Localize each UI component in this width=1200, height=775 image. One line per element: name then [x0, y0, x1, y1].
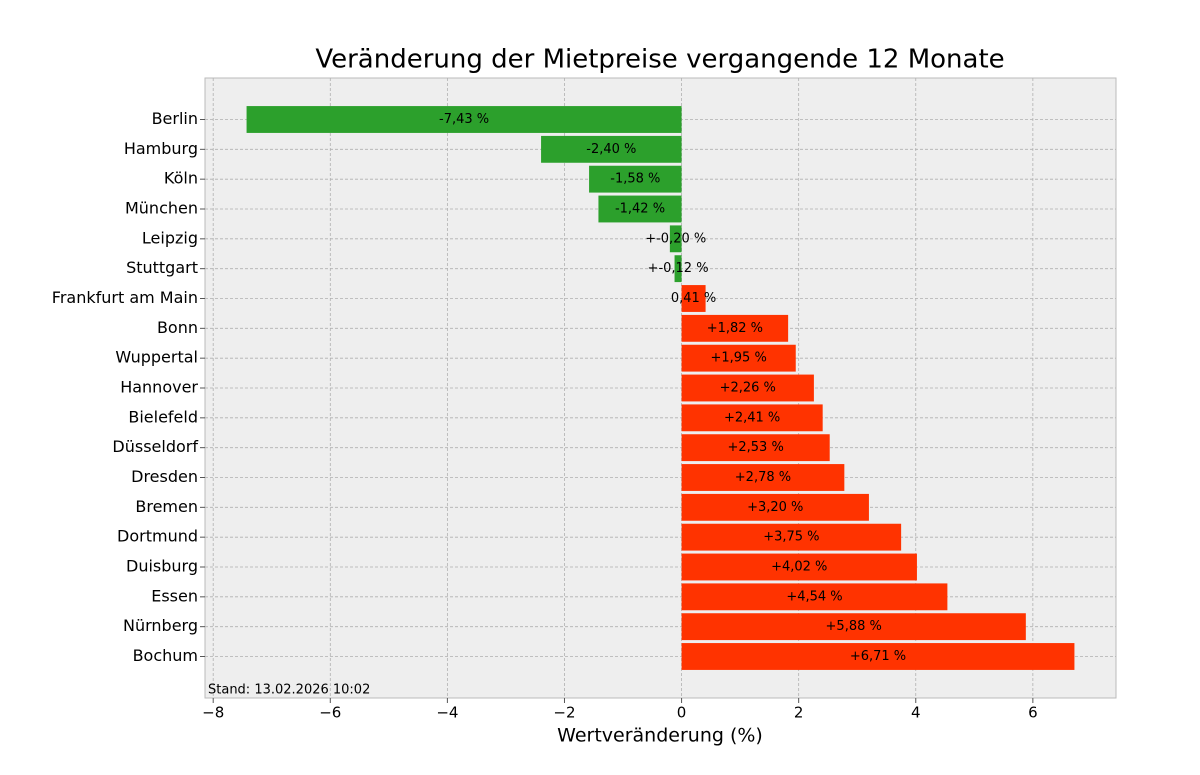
- y-tick-label: Dortmund: [117, 527, 198, 546]
- bar: [681, 374, 814, 402]
- bar: [681, 493, 869, 521]
- y-tick-label: Berlin: [152, 109, 198, 128]
- y-tick-label: Frankfurt am Main: [52, 288, 198, 307]
- value-label: +1,95 %: [710, 351, 766, 366]
- value-label: +6,71 %: [850, 649, 906, 664]
- bar: [589, 165, 682, 193]
- value-label: -2,40 %: [586, 142, 636, 157]
- value-label: +5,88 %: [826, 619, 882, 634]
- x-tick-label: 4: [911, 704, 921, 722]
- x-tick-label: 2: [794, 704, 804, 722]
- y-tick-label: Düsseldorf: [112, 437, 198, 456]
- value-label: -7,43 %: [439, 112, 489, 127]
- y-tick-label: Hamburg: [124, 139, 198, 158]
- bar: [541, 135, 682, 163]
- y-tick-label: Stuttgart: [126, 258, 198, 277]
- value-label: +-0,12 %: [648, 261, 709, 276]
- value-label: +4,54 %: [786, 589, 842, 604]
- bar: [681, 434, 830, 462]
- bar: [674, 255, 682, 283]
- value-label: +2,41 %: [724, 410, 780, 425]
- value-label: 0,41 %: [671, 291, 716, 306]
- bar: [681, 464, 845, 491]
- bar: [681, 404, 823, 432]
- y-tick-label: Hannover: [120, 378, 198, 397]
- x-axis-label: Wertveränderung (%): [557, 725, 763, 747]
- y-tick-label: Essen: [151, 586, 198, 605]
- bar: [681, 285, 706, 312]
- y-tick-label: Nürnberg: [123, 616, 198, 635]
- y-tick-label: Bielefeld: [128, 407, 198, 426]
- bar: [681, 613, 1026, 641]
- value-label: +2,53 %: [727, 440, 783, 455]
- y-tick-label: Wuppertal: [115, 348, 198, 367]
- y-tick-label: Dresden: [131, 467, 198, 486]
- x-tick-label: 0: [677, 704, 687, 722]
- bar: [681, 583, 948, 611]
- y-tick-label: Bonn: [157, 318, 198, 337]
- y-tick-label: Duisburg: [126, 557, 198, 576]
- y-tick-label: Bochum: [133, 646, 198, 665]
- x-tick-label: −8: [202, 704, 224, 722]
- x-tick-label: −2: [553, 704, 575, 722]
- bar: [681, 314, 789, 342]
- chart-title: Veränderung der Mietpreise vergangende 1…: [315, 45, 1004, 75]
- bar: [246, 106, 682, 133]
- value-label: +2,26 %: [720, 381, 776, 396]
- value-label: +4,02 %: [771, 560, 827, 575]
- value-label: -1,42 %: [615, 202, 665, 217]
- x-tick-label: 6: [1028, 704, 1038, 722]
- bar: [681, 553, 917, 581]
- y-tick-label: Leipzig: [142, 228, 198, 247]
- value-label: -1,58 %: [610, 172, 660, 187]
- bar: [598, 195, 682, 223]
- bar: [681, 344, 796, 372]
- bar: [681, 643, 1075, 670]
- y-tick-label: Köln: [164, 169, 198, 188]
- bar: [681, 523, 902, 551]
- value-label: +3,20 %: [747, 500, 803, 515]
- value-label: +2,78 %: [735, 470, 791, 485]
- y-tick-label: München: [125, 199, 198, 218]
- y-tick-label: Bremen: [135, 497, 198, 516]
- x-tick-label: −6: [319, 704, 341, 722]
- value-label: +-0,20 %: [645, 231, 706, 246]
- bar: [669, 225, 682, 253]
- value-label: +3,75 %: [763, 530, 819, 545]
- annotation: Stand: 13.02.2026 10:02: [208, 683, 370, 698]
- x-tick-label: −4: [436, 704, 458, 722]
- value-label: +1,82 %: [707, 321, 763, 336]
